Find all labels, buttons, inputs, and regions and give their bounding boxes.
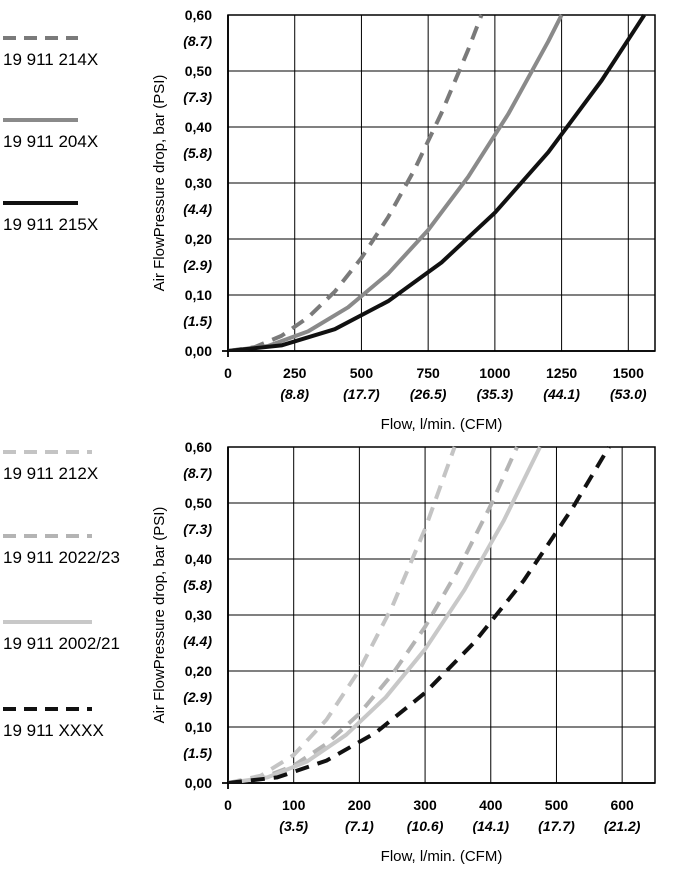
y-tick-sublabel: (5.8)	[183, 145, 212, 161]
y-tick-label: 0,30	[185, 607, 212, 623]
legend-label: 19 911 XXXX	[3, 721, 104, 740]
x-tick-label: 300	[413, 797, 437, 813]
x-tick-sublabel: (3.5)	[279, 818, 308, 834]
legend-label: 19 911 212X	[3, 464, 98, 483]
y-tick-sublabel: (7.3)	[183, 521, 212, 537]
y-tick-label: 0,00	[185, 775, 212, 791]
chart-2: 0,00 0,10 (1.5) 0,20 (2.9) 0,30 (4.4) 0,40 (5.8)…	[3, 439, 656, 865]
legend-label: 19 911 214X	[3, 50, 98, 69]
x-tick-sublabel: (8.8)	[280, 386, 309, 402]
x-tick-sublabel: (26.5)	[410, 386, 447, 402]
y-tick-sublabel: (4.4)	[183, 633, 212, 649]
x-tick-label: 200	[348, 797, 372, 813]
y-tick-label: 0,20	[185, 231, 212, 247]
y-tick-sublabel: (5.8)	[183, 577, 212, 593]
x-tick-label: 750	[416, 365, 440, 381]
series-line-3	[228, 446, 542, 783]
y-tick-sublabel: (4.4)	[183, 201, 212, 217]
y-tick-label: 0,60	[185, 439, 212, 455]
series-line-1	[228, 446, 457, 783]
y-tick-label: 0,20	[185, 663, 212, 679]
y-axis-label: Air FlowPressure drop, bar (PSI)	[151, 75, 168, 292]
x-tick-sublabel: (44.1)	[543, 386, 580, 402]
y-tick-label: 0,10	[185, 287, 212, 303]
legend-label: 19 911 204X	[3, 132, 98, 151]
y-tick-label: 0,40	[185, 119, 212, 135]
y-tick-sublabel: (1.5)	[183, 313, 212, 329]
y-tick-label: 0,40	[185, 551, 212, 567]
x-tick-sublabel: (21.2)	[604, 818, 641, 834]
legend-label: 19 911 2022/23	[3, 548, 120, 567]
y-tick-label: 0,50	[185, 63, 212, 79]
x-tick-label: 0	[224, 797, 232, 813]
x-axis-label: Flow, l/min. (CFM)	[381, 848, 503, 865]
x-tick-label: 100	[282, 797, 306, 813]
x-tick-label: 600	[610, 797, 634, 813]
y-tick-label: 0,60	[185, 7, 212, 23]
x-tick-label: 1500	[613, 365, 644, 381]
series-line-2	[228, 14, 564, 351]
series-line-3	[228, 13, 646, 351]
y-tick-sublabel: (2.9)	[183, 257, 212, 273]
y-tick-sublabel: (8.7)	[183, 33, 212, 49]
x-tick-label: 400	[479, 797, 503, 813]
y-tick-sublabel: (8.7)	[183, 465, 212, 481]
series-line-1	[228, 14, 484, 351]
legend-label: 19 911 215X	[3, 215, 98, 234]
y-tick-sublabel: (7.3)	[183, 89, 212, 105]
x-tick-label: 1000	[479, 365, 510, 381]
legend-label: 19 911 2002/21	[3, 634, 120, 653]
y-tick-label: 0,50	[185, 495, 212, 511]
y-tick-label: 0,10	[185, 719, 212, 735]
y-tick-label: 0,00	[185, 343, 212, 359]
x-tick-sublabel: (17.7)	[343, 386, 380, 402]
x-tick-sublabel: (7.1)	[345, 818, 374, 834]
x-tick-sublabel: (10.6)	[407, 818, 444, 834]
x-tick-sublabel: (53.0)	[610, 386, 647, 402]
x-tick-sublabel: (14.1)	[472, 818, 509, 834]
x-axis-label: Flow, l/min. (CFM)	[381, 416, 503, 433]
chart-1: 0,00 0,10 (1.5) 0,20 (2.9) 0,30 (4.4) 0,40 (5.8)…	[3, 7, 656, 433]
x-tick-sublabel: (17.7)	[538, 818, 575, 834]
y-tick-label: 0,30	[185, 175, 212, 191]
x-tick-label: 500	[545, 797, 569, 813]
x-tick-sublabel: (35.3)	[477, 386, 514, 402]
x-tick-label: 250	[283, 365, 307, 381]
y-tick-sublabel: (2.9)	[183, 689, 212, 705]
y-tick-sublabel: (1.5)	[183, 745, 212, 761]
x-tick-label: 500	[350, 365, 374, 381]
y-axis-label: Air FlowPressure drop, bar (PSI)	[151, 507, 168, 724]
x-tick-label: 0	[224, 365, 232, 381]
x-tick-label: 1250	[546, 365, 577, 381]
